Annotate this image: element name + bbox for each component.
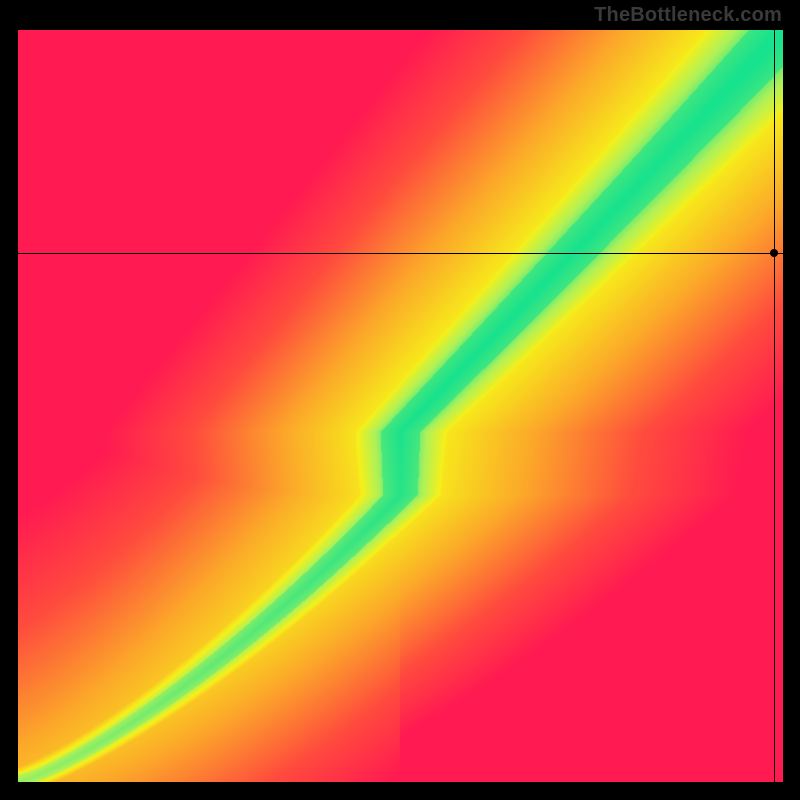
bottleneck-heatmap bbox=[18, 30, 783, 782]
crosshair-marker bbox=[770, 249, 778, 257]
watermark-text: TheBottleneck.com bbox=[594, 4, 782, 27]
crosshair-vertical bbox=[774, 30, 775, 782]
crosshair-horizontal bbox=[18, 253, 783, 254]
